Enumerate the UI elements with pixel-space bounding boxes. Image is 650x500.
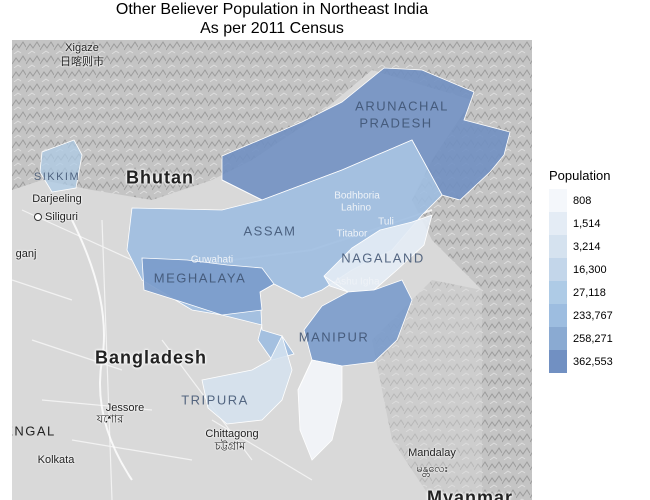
legend-item: 16,300 — [549, 258, 613, 281]
legend-title: Population — [549, 168, 611, 183]
region-manipur[interactable] — [303, 279, 413, 367]
country-label-bhutan: Bhutan — [126, 167, 194, 188]
city-label-chittagong-native: চট্টগ্রাম — [214, 440, 246, 453]
city-label-kolkata: Kolkata — [37, 454, 75, 466]
map-title: Other Believer Population in Northeast I… — [12, 0, 532, 38]
himalaya-terrain — [12, 40, 532, 500]
city-label-guwahati: Guwahati — [190, 254, 234, 266]
legend-item: 27,118 — [549, 281, 613, 304]
myanmar-hills — [372, 280, 532, 500]
legend-item: 808 — [549, 189, 613, 212]
legend-label: 258,271 — [573, 332, 613, 345]
city-dot — [33, 213, 42, 222]
state-label-bengal: ENGAL — [12, 423, 56, 439]
city-label-jessore-native: যশোর — [96, 413, 124, 426]
city-label-xigaze-native: 日喀则市 — [60, 56, 104, 68]
country-label-bangladesh: Bangladesh — [94, 347, 208, 368]
region-nagaland[interactable] — [323, 214, 433, 293]
region-meghalaya[interactable] — [141, 257, 275, 316]
city-label-lahino: Lahino — [340, 202, 372, 214]
state-label-nagaland: NAGALAND — [341, 250, 425, 266]
legend-swatch — [549, 350, 567, 373]
legend-label: 1,514 — [573, 217, 601, 230]
state-label-meghalaya: MEGHALAYA — [153, 270, 247, 286]
state-borders — [221, 179, 349, 391]
state-label-sikkim: SIKKIM — [33, 171, 81, 183]
legend-swatch — [549, 327, 567, 350]
map-canvas — [12, 40, 532, 500]
city-label-titabor: Titabor — [336, 228, 368, 240]
legend-item: 3,214 — [549, 235, 613, 258]
city-label-xigaze: Xigaze — [65, 42, 99, 54]
legend-swatch — [549, 281, 567, 304]
legend-swatch — [549, 235, 567, 258]
city-label-siliguri: Siliguri — [44, 211, 79, 223]
region-sikkim[interactable] — [39, 139, 83, 193]
region-tripura[interactable] — [201, 334, 293, 425]
legend-label: 16,300 — [573, 263, 607, 276]
map-title-line2: As per 2011 Census — [200, 20, 344, 37]
region-mizoram[interactable] — [297, 359, 343, 461]
legend-item: 1,514 — [549, 212, 613, 235]
state-label-manipur: MANIPUR — [298, 329, 370, 345]
state-label-arunachal-1: ARUNACHAL — [355, 98, 449, 114]
city-label-mandalay: Mandalay — [408, 447, 456, 459]
legend-label: 27,118 — [573, 286, 606, 299]
legend-label: 808 — [573, 194, 592, 207]
state-label-arunachal-2: PRADESH — [359, 115, 433, 131]
legend-swatch — [549, 212, 567, 235]
map-title-line1: Other Believer Population in Northeast I… — [115, 1, 429, 18]
map-panel[interactable]: Bhutan Bangladesh Myanmar ARUNACHAL PRAD… — [12, 40, 532, 500]
city-label-mandalay-native: မန္တလေး — [416, 463, 448, 475]
state-label-tripura: TRIPURA — [181, 392, 249, 408]
city-label-jessore: Jessore — [105, 402, 145, 414]
legend-label: 3,214 — [573, 240, 601, 253]
city-label-ashu-igha: Ashu Igha — [334, 276, 380, 288]
legend-label: 233,767 — [573, 309, 613, 322]
city-marker-siliguri: Siliguri — [33, 211, 79, 223]
legend-item: 362,553 — [549, 350, 613, 373]
legend-swatch — [549, 304, 567, 327]
legend-item: 233,767 — [549, 304, 613, 327]
state-label-assam: ASSAM — [243, 223, 297, 239]
city-label-ganj: ganj — [15, 248, 37, 260]
legend-swatch — [549, 258, 567, 281]
city-label-darjeeling: Darjeeling — [32, 193, 82, 205]
city-label-tuli: Tuli — [378, 216, 394, 228]
legend-item: 258,271 — [549, 327, 613, 350]
country-label-myanmar: Myanmar — [426, 487, 514, 500]
legend-items: 808 1,514 3,214 16,300 27,118 233,767 258,271 3… — [549, 189, 613, 373]
city-label-bodhboria: Bodhboria — [334, 190, 380, 202]
city-label-chittagong: Chittagong — [205, 428, 259, 440]
legend: Population 808 1,514 3,214 16,300 27,118 233,… — [549, 168, 613, 373]
legend-label: 362,553 — [573, 355, 613, 368]
legend-swatch — [549, 189, 567, 212]
